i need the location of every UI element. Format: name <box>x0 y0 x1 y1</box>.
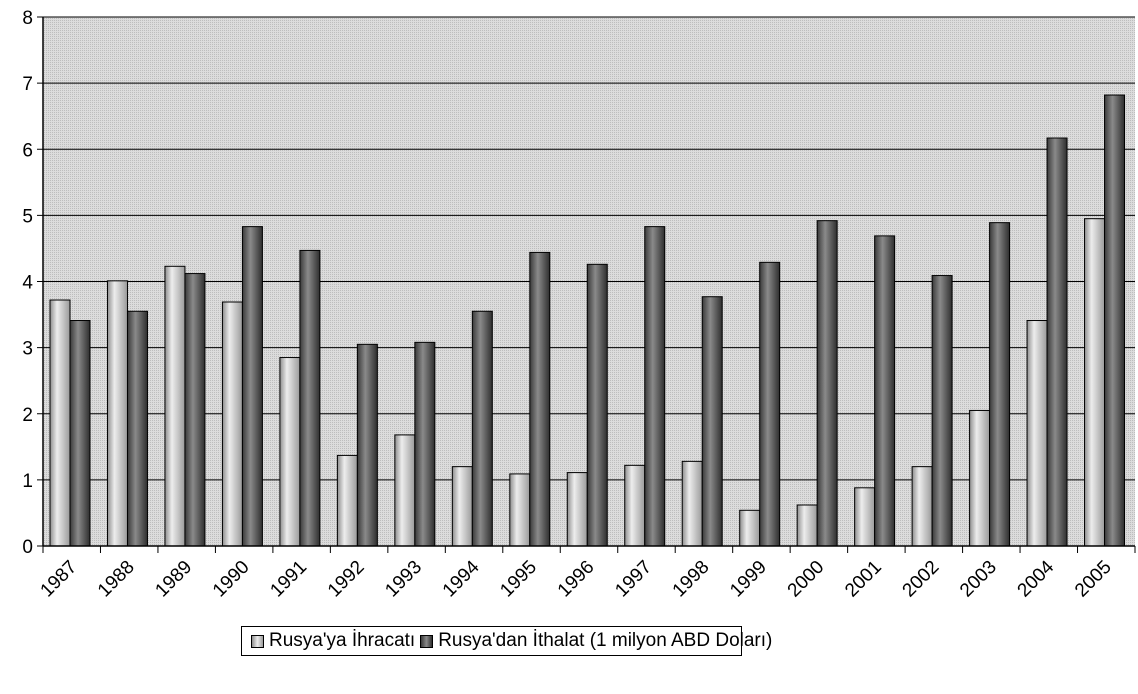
x-tick-label: 1994 <box>439 556 484 601</box>
bar-imports-1994 <box>471 310 493 547</box>
x-tick-label: 1999 <box>726 557 771 602</box>
bar-imports-2001 <box>874 235 896 547</box>
bars <box>49 94 1126 547</box>
bar-exports-1996 <box>566 472 588 547</box>
bar-exports-1992 <box>336 454 358 547</box>
legend-item-imports: Rusya'dan İthalat (1 milyon ABD Doları) <box>420 630 772 652</box>
bar-imports-2003 <box>989 222 1011 547</box>
bar-exports-1998 <box>681 460 703 547</box>
bar-imports-1991 <box>299 249 321 547</box>
x-tick-label: 2003 <box>956 557 1001 602</box>
bar-imports-2005 <box>1104 94 1126 547</box>
bar-exports-1991 <box>279 357 301 547</box>
legend-swatch-imports <box>420 634 434 648</box>
bar-exports-1989 <box>164 265 186 547</box>
x-tick-label: 1988 <box>94 557 139 602</box>
x-tick-label: 1996 <box>554 557 599 602</box>
y-tick-label: 0 <box>22 537 33 558</box>
bar-imports-2002 <box>931 275 953 547</box>
legend-label-exports: Rusya'ya İhracatı <box>269 630 416 651</box>
x-tick-label: 2004 <box>1014 556 1059 601</box>
bar-exports-2003 <box>969 409 991 547</box>
x-tick-label: 2000 <box>784 557 829 602</box>
x-tick-label: 2001 <box>841 557 886 602</box>
bar-imports-1993 <box>414 341 436 547</box>
bar-imports-1995 <box>529 251 551 547</box>
x-tick-label: 1990 <box>209 557 254 602</box>
legend-label-imports: Rusya'dan İthalat (1 milyon ABD Doları) <box>438 630 773 651</box>
y-tick-label: 6 <box>22 140 33 161</box>
bar-exports-1999 <box>739 509 761 547</box>
legend: Rusya'ya İhracatı Rusya'dan İthalat (1 m… <box>241 626 772 656</box>
bar-exports-2005 <box>1084 218 1106 547</box>
bar-imports-2000 <box>816 220 838 547</box>
x-tick-label: 1993 <box>381 557 426 602</box>
x-tick-label: 1987 <box>37 557 82 602</box>
bar-imports-1997 <box>644 226 666 547</box>
y-tick-label: 8 <box>22 8 33 29</box>
x-tick-label: 1998 <box>669 557 714 602</box>
y-tick-label: 4 <box>22 273 33 294</box>
legend-item-exports: Rusya'ya İhracatı <box>251 630 415 652</box>
bar-imports-1990 <box>241 226 263 547</box>
bar-imports-1992 <box>356 343 378 547</box>
bar-exports-1994 <box>451 466 473 547</box>
bar-exports-1988 <box>106 280 128 547</box>
x-tick-label: 1992 <box>324 557 369 602</box>
bar-imports-2004 <box>1046 137 1068 547</box>
y-tick-label: 7 <box>22 74 33 95</box>
x-tick-label: 1989 <box>151 557 196 602</box>
bar-imports-1987 <box>69 320 91 547</box>
bar-imports-1999 <box>759 261 781 547</box>
bar-imports-1988 <box>126 310 148 547</box>
x-tick-label: 1995 <box>496 557 541 602</box>
bar-exports-1995 <box>509 473 531 547</box>
bar-exports-1987 <box>49 299 71 547</box>
bar-exports-2001 <box>854 487 876 547</box>
x-tick-label: 2005 <box>1071 557 1116 602</box>
bar-imports-1989 <box>184 273 206 547</box>
x-tick-label: 1991 <box>266 557 311 602</box>
bar-exports-2000 <box>796 504 818 547</box>
y-tick-label: 3 <box>22 339 33 360</box>
y-tick-label: 1 <box>22 471 33 492</box>
bar-exports-2004 <box>1026 320 1048 547</box>
y-tick-label: 5 <box>22 206 33 227</box>
bar-exports-1993 <box>394 434 416 547</box>
bar-imports-1996 <box>586 263 608 547</box>
y-tick-label: 2 <box>22 405 33 426</box>
bar-exports-1990 <box>221 301 243 547</box>
legend-swatch-exports <box>251 634 264 648</box>
bar-imports-1998 <box>701 296 723 547</box>
axes <box>37 16 1136 553</box>
x-tick-label: 2002 <box>899 557 944 602</box>
bar-exports-1997 <box>624 464 646 547</box>
bar-exports-2002 <box>911 466 933 547</box>
x-tick-label: 1997 <box>611 557 656 602</box>
